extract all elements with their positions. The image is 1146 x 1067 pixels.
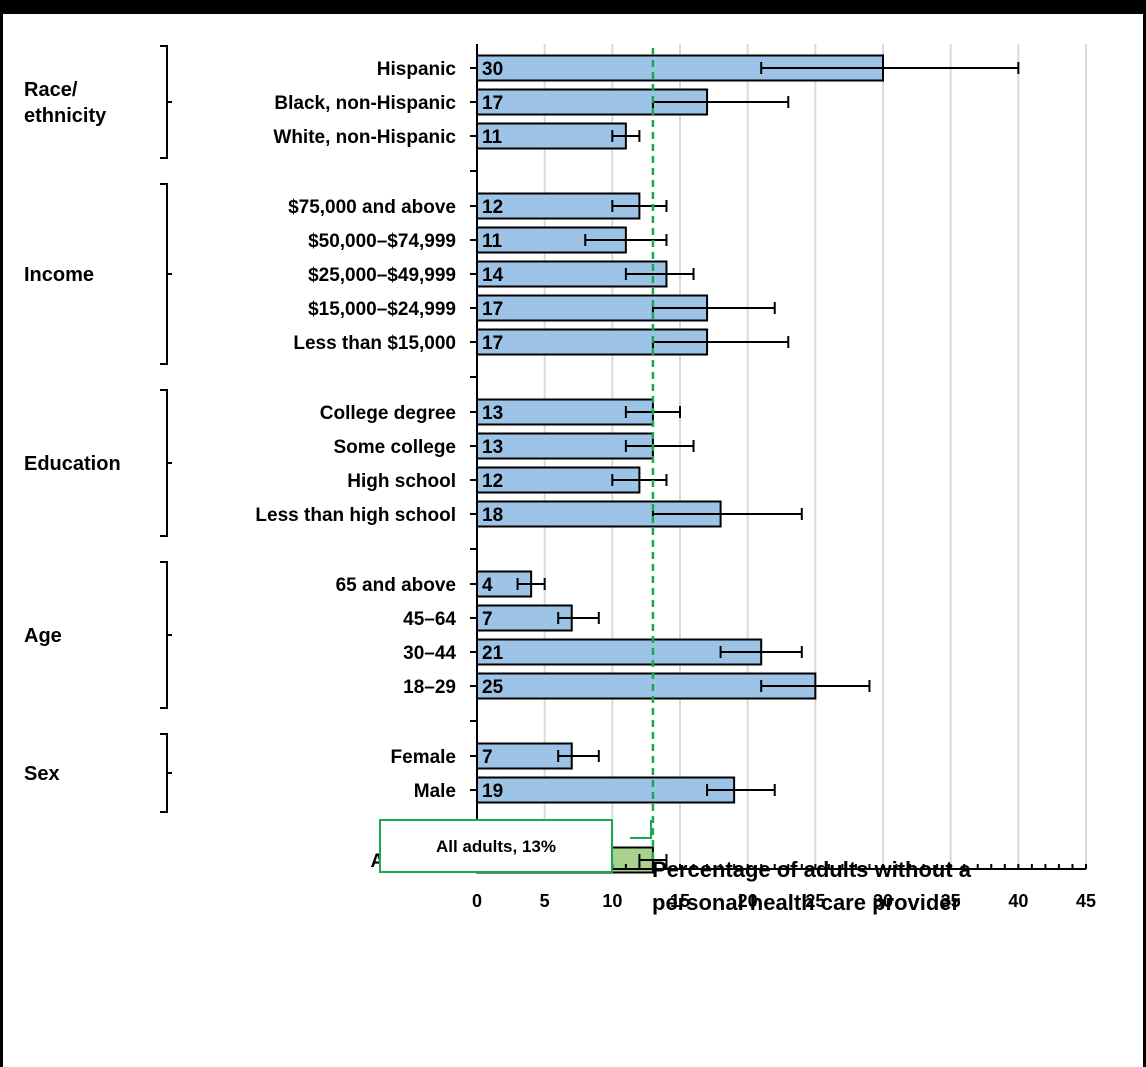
bar-value-label: 4 xyxy=(482,575,493,596)
category-label: 30–44 xyxy=(403,643,456,664)
callout-leader-line xyxy=(630,820,652,839)
bar-value-label: 17 xyxy=(482,299,503,320)
group-bracket xyxy=(160,561,172,709)
bar xyxy=(476,776,736,804)
bar-value-label: 11 xyxy=(482,127,503,148)
bar-value-label: 17 xyxy=(482,333,503,354)
group-labels: Race/ethnicity Income Education Age Sex xyxy=(24,45,172,813)
bar-value-label: 7 xyxy=(482,609,493,630)
group-bracket xyxy=(160,183,172,365)
category-label: 65 and above xyxy=(336,575,456,596)
group-label: Education xyxy=(24,453,121,475)
category-label: 18–29 xyxy=(403,677,456,698)
callout-box xyxy=(379,819,613,873)
x-tick-label: 10 xyxy=(602,891,622,911)
gridlines xyxy=(543,44,1087,869)
category-label: Less than high school xyxy=(255,505,456,526)
group-label: Race/ xyxy=(24,79,78,101)
callout-label: All adults, 13% xyxy=(436,837,556,856)
x-tick-label: 20 xyxy=(738,891,758,911)
category-label: Female xyxy=(391,747,456,768)
category-label: White, non-Hispanic xyxy=(273,127,456,148)
category-label: Male xyxy=(414,781,456,802)
category-label: Less than $15,000 xyxy=(293,333,456,354)
bar-value-label: 12 xyxy=(482,197,503,218)
x-tick-label: 5 xyxy=(540,891,550,911)
group-label: Sex xyxy=(24,763,60,785)
group-label: ethnicity xyxy=(24,105,107,127)
bar-value-label: 13 xyxy=(482,403,503,424)
category-label: Hispanic xyxy=(377,59,457,80)
bar xyxy=(476,672,817,700)
x-axis-title-line-1: Percentage of adults without a xyxy=(652,857,972,882)
x-tick-label: 0 xyxy=(472,891,482,911)
bar xyxy=(476,192,641,220)
bar-value-label: 18 xyxy=(482,505,503,526)
category-label: High school xyxy=(347,471,456,492)
x-tick-label: 25 xyxy=(805,891,825,911)
bar-value-label: 25 xyxy=(482,677,504,698)
bar-value-label: 11 xyxy=(482,231,503,252)
category-labels: Hispanic Black, non-Hispanic White, non-Hi… xyxy=(255,59,456,872)
bar-value-label: 30 xyxy=(482,59,503,80)
group-bracket xyxy=(160,733,172,813)
bar-value-label: 21 xyxy=(482,643,504,664)
bar-value-label: 19 xyxy=(482,781,503,802)
reference-callout: All adults, 13% xyxy=(379,819,652,873)
x-tick-label: 15 xyxy=(670,891,690,911)
bar-value-label: 17 xyxy=(482,93,503,114)
x-axis-title-line-2: personal health care provider xyxy=(652,890,961,915)
category-label: Black, non-Hispanic xyxy=(274,93,456,114)
bar-value-label: 14 xyxy=(482,265,504,286)
bar-value-label: 7 xyxy=(482,747,493,768)
group-label: Age xyxy=(24,625,62,647)
bar xyxy=(476,638,763,666)
x-tick-label: 30 xyxy=(873,891,893,911)
category-label: College degree xyxy=(320,403,456,424)
category-label: $15,000–$24,999 xyxy=(308,299,456,320)
x-tick-label: 40 xyxy=(1008,891,1028,911)
category-label: $50,000–$74,999 xyxy=(308,231,456,252)
category-label: $25,000–$49,999 xyxy=(308,265,456,286)
group-label: Income xyxy=(24,264,94,286)
bar xyxy=(476,604,573,632)
category-label: $75,000 and above xyxy=(288,197,456,218)
bar xyxy=(476,398,654,426)
bar-value-label: 13 xyxy=(482,437,503,458)
x-tick-label: 35 xyxy=(941,891,961,911)
category-label: Some college xyxy=(334,437,457,458)
bar-value-label: 12 xyxy=(482,471,503,492)
category-label: 45–64 xyxy=(403,609,456,630)
error-bars xyxy=(516,62,1020,866)
group-bracket xyxy=(160,389,172,537)
x-tick-label: 45 xyxy=(1076,891,1096,911)
x-axis-title: Percentage of adults without a personal … xyxy=(652,857,972,915)
group-bracket xyxy=(160,45,172,159)
